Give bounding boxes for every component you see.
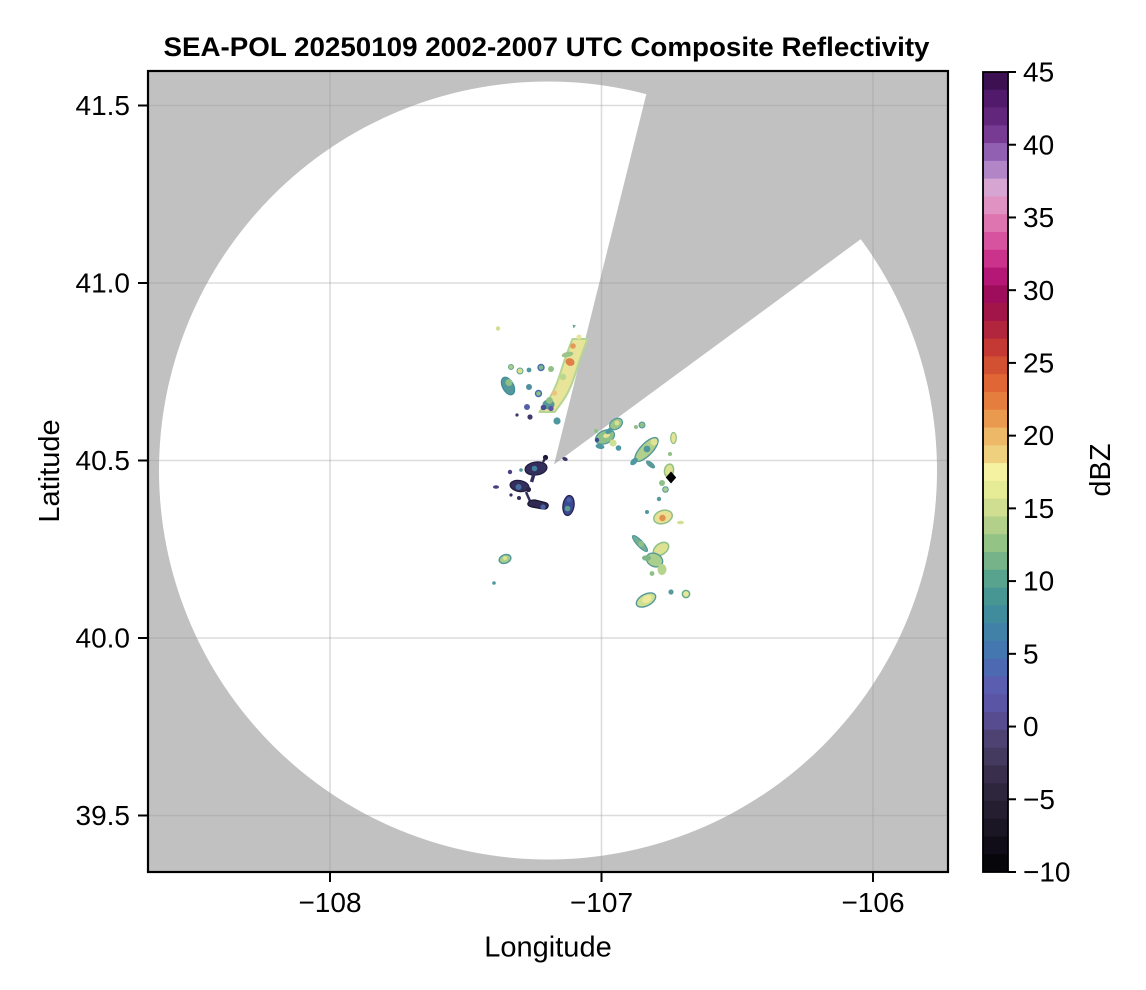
svg-text:−106: −106 — [841, 887, 904, 918]
svg-text:40: 40 — [1023, 129, 1054, 160]
svg-text:40.5: 40.5 — [76, 445, 131, 476]
svg-text:Latitude: Latitude — [34, 419, 66, 522]
svg-text:15: 15 — [1023, 493, 1054, 524]
svg-text:20: 20 — [1023, 420, 1054, 451]
svg-text:−10: −10 — [1023, 857, 1071, 888]
svg-text:Longitude: Longitude — [484, 932, 611, 964]
svg-text:45: 45 — [1023, 57, 1054, 88]
svg-text:30: 30 — [1023, 275, 1054, 306]
svg-text:0: 0 — [1023, 711, 1039, 742]
svg-text:−108: −108 — [298, 887, 361, 918]
svg-text:41.0: 41.0 — [76, 268, 131, 299]
svg-text:25: 25 — [1023, 348, 1054, 379]
svg-text:−5: −5 — [1023, 784, 1055, 815]
svg-text:41.5: 41.5 — [76, 90, 131, 121]
svg-text:39.5: 39.5 — [76, 800, 131, 831]
svg-text:10: 10 — [1023, 566, 1054, 597]
svg-text:5: 5 — [1023, 638, 1039, 669]
svg-text:−107: −107 — [570, 887, 633, 918]
svg-text:SEA-POL 20250109 2002-2007 UTC: SEA-POL 20250109 2002-2007 UTC Composite… — [164, 32, 930, 62]
svg-text:dBZ: dBZ — [1085, 443, 1117, 496]
svg-text:40.0: 40.0 — [76, 623, 131, 654]
svg-text:35: 35 — [1023, 202, 1054, 233]
